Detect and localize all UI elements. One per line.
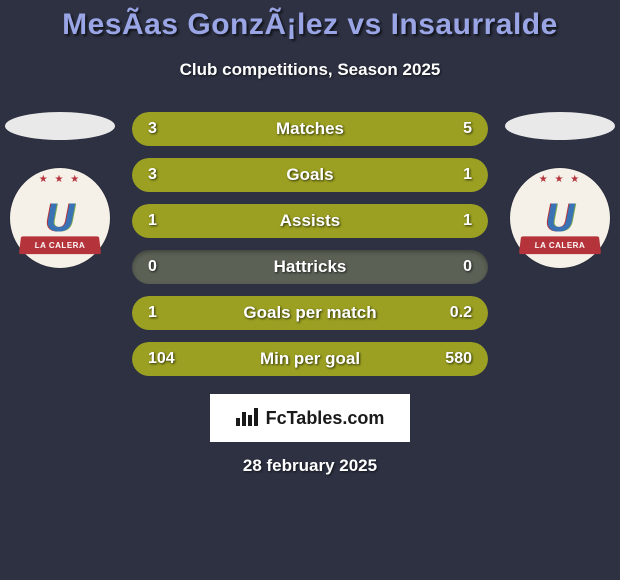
stat-value-right: 1 — [463, 166, 472, 184]
stat-label: Hattricks — [274, 257, 347, 277]
stat-label: Goals per match — [243, 303, 376, 323]
stat-value-left: 1 — [148, 304, 157, 322]
stat-value-right: 0.2 — [450, 304, 472, 322]
stat-value-left: 1 — [148, 212, 157, 230]
stat-fill-right — [399, 158, 488, 192]
player-left-col: ★ ★ ★ U LA CALERA — [0, 112, 120, 268]
stat-value-right: 0 — [463, 258, 472, 276]
subtitle: Club competitions, Season 2025 — [0, 60, 620, 80]
stat-bar: 3 Goals 1 — [132, 158, 488, 192]
stat-label: Min per goal — [260, 349, 360, 369]
stat-value-left: 3 — [148, 166, 157, 184]
stat-value-right: 580 — [445, 350, 472, 368]
stat-value-left: 0 — [148, 258, 157, 276]
stat-bar: 0 Hattricks 0 — [132, 250, 488, 284]
badge-letter: U — [46, 198, 75, 238]
club-badge-right: ★ ★ ★ U LA CALERA — [510, 168, 610, 268]
main-row: ★ ★ ★ U LA CALERA 3 Matches 5 3 Goals 1 1 Assis… — [0, 112, 620, 388]
brand-text: FcTables.com — [266, 408, 385, 429]
comparison-card: MesÃ­as GonzÃ¡lez vs Insaurralde Club co… — [0, 0, 620, 476]
stat-value-right: 1 — [463, 212, 472, 230]
stat-value-left: 3 — [148, 120, 157, 138]
stat-value-right: 5 — [463, 120, 472, 138]
badge-banner: LA CALERA — [19, 236, 101, 254]
stat-label: Assists — [280, 211, 340, 231]
badge-stars-icon: ★ ★ ★ — [539, 174, 581, 185]
stat-bar: 1 Goals per match 0.2 — [132, 296, 488, 330]
club-badge-left: ★ ★ ★ U LA CALERA — [10, 168, 110, 268]
brand-chart-icon — [236, 406, 260, 430]
stats-column: 3 Matches 5 3 Goals 1 1 Assists 1 0 Hattricks 0 1 Goa… — [120, 112, 500, 388]
page-title: MesÃ­as GonzÃ¡lez vs Insaurralde — [0, 8, 620, 42]
stat-value-left: 104 — [148, 350, 175, 368]
player-right-col: ★ ★ ★ U LA CALERA — [500, 112, 620, 268]
stat-fill-left — [132, 158, 399, 192]
stat-label: Matches — [276, 119, 344, 139]
stat-bar: 1 Assists 1 — [132, 204, 488, 238]
brand-box[interactable]: FcTables.com — [210, 394, 410, 442]
badge-letter: U — [546, 198, 575, 238]
player-left-silhouette — [5, 112, 115, 140]
badge-banner: LA CALERA — [519, 236, 601, 254]
footer-date: 28 february 2025 — [0, 456, 620, 476]
stat-bar: 104 Min per goal 580 — [132, 342, 488, 376]
player-right-silhouette — [505, 112, 615, 140]
badge-stars-icon: ★ ★ ★ — [39, 174, 81, 185]
stat-label: Goals — [286, 165, 333, 185]
stat-bar: 3 Matches 5 — [132, 112, 488, 146]
